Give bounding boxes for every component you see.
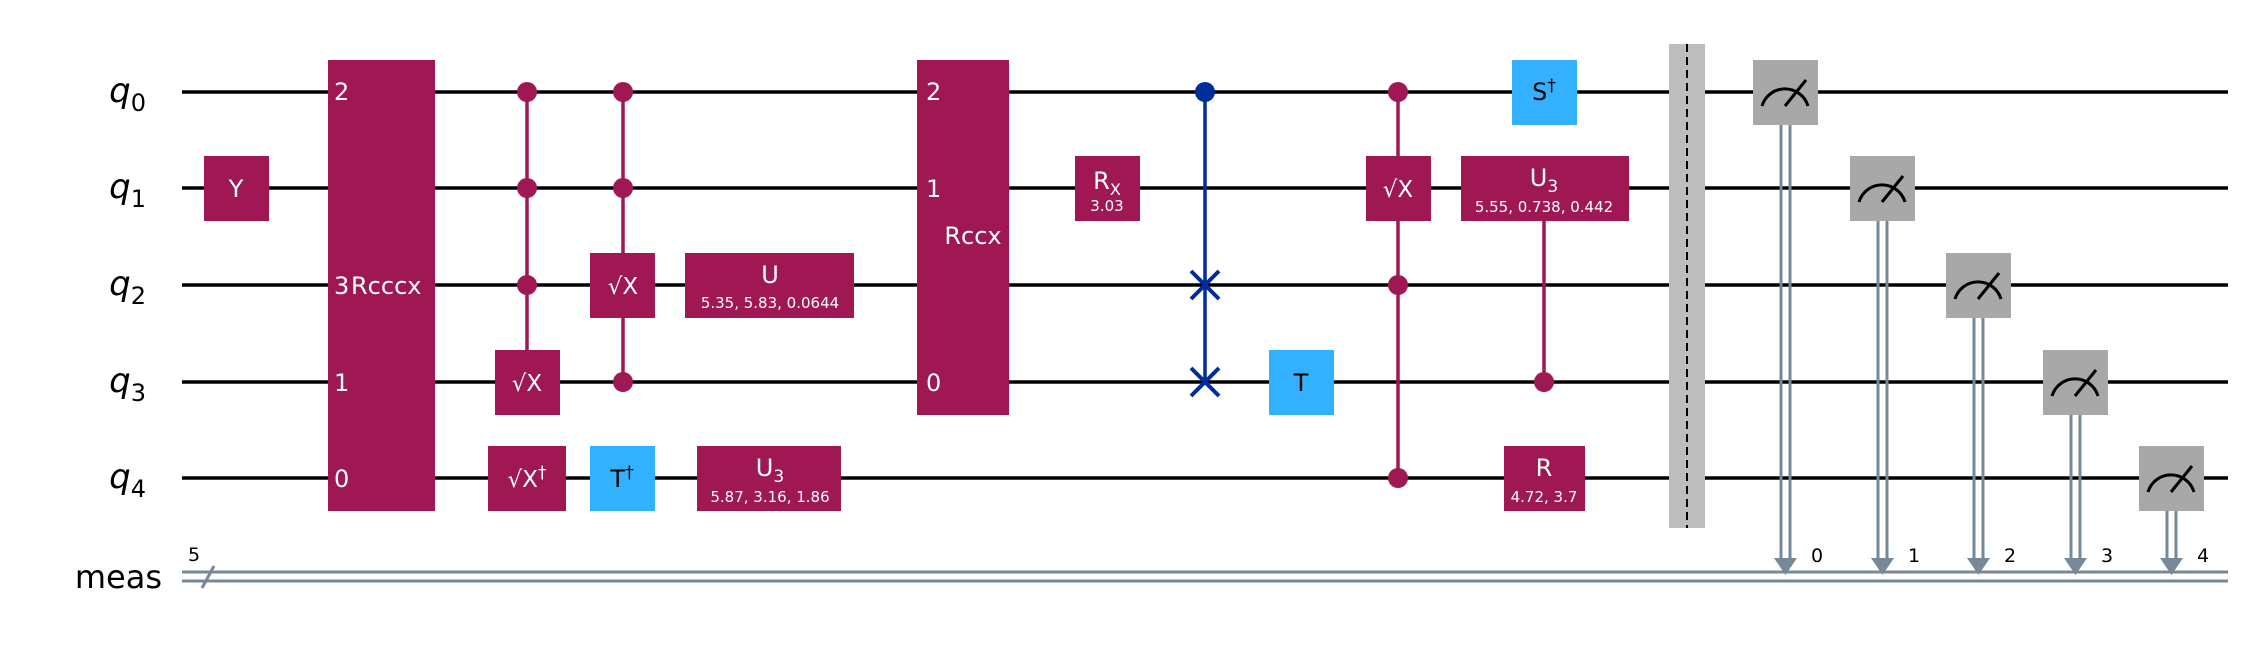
measure-q2: 2: [1946, 253, 2016, 575]
svg-text:5.35, 5.83, 0.0644: 5.35, 5.83, 0.0644: [701, 294, 839, 312]
svg-text:U3: U3: [756, 454, 784, 487]
barrier: [1669, 44, 1705, 528]
rcccx-pin-q2: 3: [334, 272, 349, 300]
svg-text:5.55, 0.738, 0.442: 5.55, 0.738, 0.442: [1475, 198, 1613, 216]
svg-text:U3: U3: [1530, 164, 1558, 197]
svg-text:4.72, 3.7: 4.72, 3.7: [1511, 488, 1578, 506]
measure-q4: 4: [2139, 446, 2209, 575]
y-gate: Y: [204, 156, 269, 221]
rccx-gate: 2 1 Rccx 0: [917, 60, 1009, 415]
svg-text:√X: √X: [1383, 177, 1414, 203]
sdg-gate: S†: [1512, 60, 1577, 125]
rcccx-gate: 2 3 Rcccx 1 0: [328, 60, 435, 511]
swap-x-q3: [1189, 366, 1221, 398]
rccx-label: Rccx: [944, 222, 1001, 250]
label-q2: q2: [109, 264, 146, 310]
measure-q3: 3: [2043, 350, 2113, 575]
label-q0: q0: [109, 71, 146, 117]
measure-q1: 1: [1850, 156, 1920, 575]
measure-q0: 0: [1753, 60, 1823, 575]
rcccx-pin-q3: 1: [334, 369, 349, 397]
cswap-control-dot: [1195, 82, 1215, 102]
label-q3: q3: [109, 361, 146, 407]
rcccx-pin-q0: 2: [334, 78, 349, 106]
tdg-gate: T†: [590, 446, 655, 511]
csx-gate-target-q1: √X: [1366, 82, 1431, 488]
svg-text:R: R: [1536, 454, 1553, 482]
r-gate: R 4.72, 3.7: [1504, 446, 1585, 511]
label-q1: q1: [109, 167, 146, 213]
cbit-label-4: 4: [2197, 545, 2209, 567]
u-gate: U 5.35, 5.83, 0.0644: [685, 253, 854, 318]
svg-text:U: U: [761, 261, 779, 289]
bus-size-label: 5: [188, 544, 200, 566]
cbit-label-3: 3: [2101, 545, 2113, 567]
rcccx-label: Rcccx: [351, 272, 421, 300]
svg-text:√X: √X: [608, 274, 639, 300]
rccx-pin-q3: 0: [926, 369, 941, 397]
svg-text:Y: Y: [228, 175, 244, 203]
cbit-label-2: 2: [2004, 545, 2016, 567]
svg-text:T†: T†: [609, 463, 634, 493]
wire-labels: q0 q1 q2 q3 q4 meas: [75, 71, 162, 596]
csx-gate-target-q2: √X: [590, 82, 655, 392]
t-gate: T: [1269, 350, 1334, 415]
svg-text:RX: RX: [1093, 167, 1121, 199]
svg-text:S†: S†: [1532, 76, 1556, 106]
cu3-gate: U3 5.55, 0.738, 0.442: [1461, 156, 1629, 392]
rx-gate: RX 3.03: [1075, 156, 1140, 221]
cswap-gate: [1189, 82, 1221, 398]
svg-text:3.03: 3.03: [1090, 197, 1123, 215]
svg-text:T: T: [1293, 369, 1309, 397]
rccx-pin-q1: 1: [926, 175, 941, 203]
svg-text:√X: √X: [512, 371, 543, 397]
label-meas: meas: [75, 558, 162, 596]
classical-wire: 5: [182, 544, 2228, 589]
bus-slash: [200, 565, 216, 589]
u3-gate-q4: U3 5.87, 3.16, 1.86: [697, 446, 841, 511]
swap-x-q2: [1189, 269, 1221, 301]
svg-text:5.87, 3.16, 1.86: 5.87, 3.16, 1.86: [710, 488, 829, 506]
cbit-label-0: 0: [1811, 545, 1823, 567]
rccx-pin-q0: 2: [926, 78, 941, 106]
rcccx-pin-q4: 0: [334, 465, 349, 493]
sxdg-gate: √X†: [488, 446, 566, 511]
svg-text:√X†: √X†: [508, 463, 547, 493]
label-q4: q4: [109, 457, 146, 503]
cbit-label-1: 1: [1908, 545, 1920, 567]
csx-gate-target-q3: √X: [495, 82, 560, 415]
